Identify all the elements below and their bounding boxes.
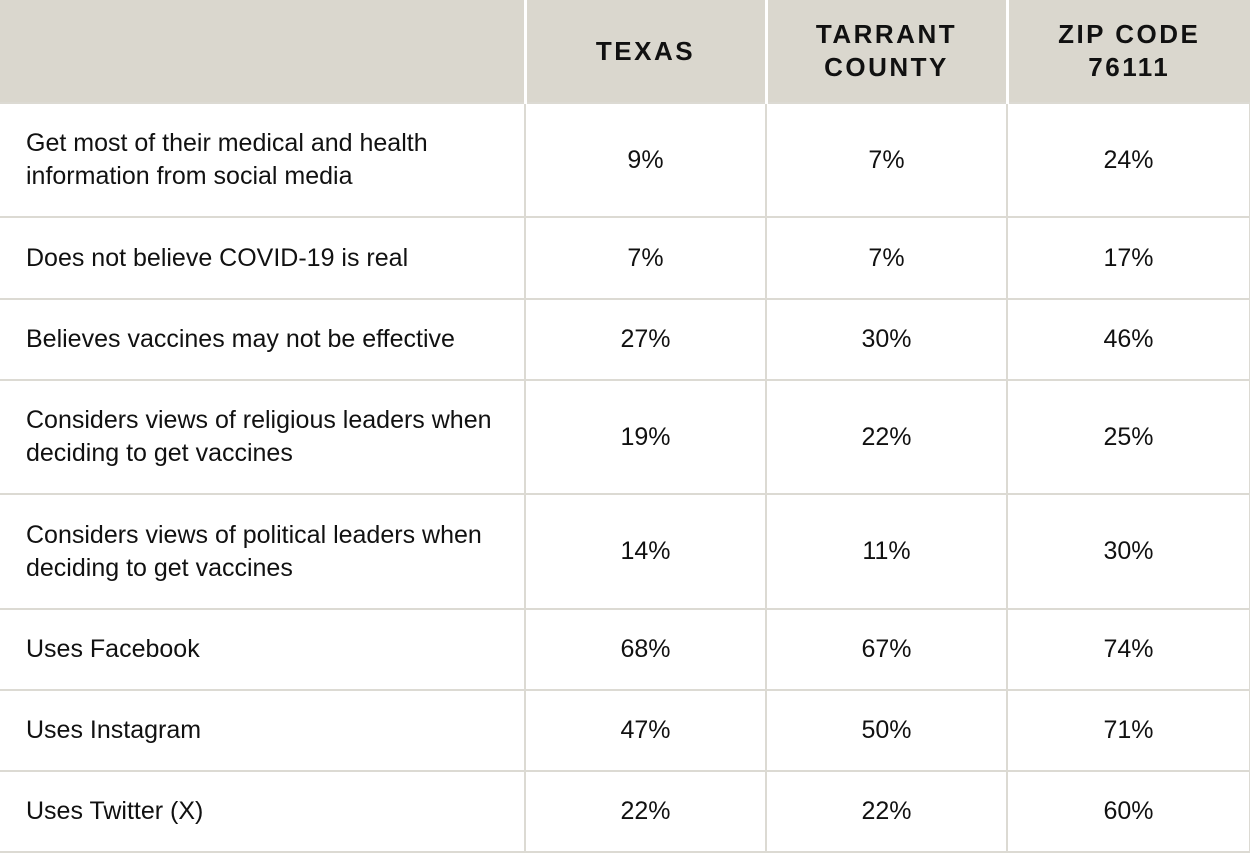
row-label: Considers views of religious leaders whe… [0, 379, 526, 495]
header-cell-texas: TEXAS [523, 0, 768, 103]
cell-tarrant-county: 11% [765, 493, 1008, 610]
row-label: Get most of their medical and health inf… [0, 102, 526, 218]
table-row: Believes vaccines may not be effective 2… [0, 298, 1250, 381]
row-label: Believes vaccines may not be effective [0, 298, 526, 381]
cell-texas: 19% [524, 379, 767, 495]
cell-texas: 14% [524, 493, 767, 610]
row-label: Considers views of political leaders whe… [0, 493, 526, 610]
cell-zip-code: 74% [1006, 608, 1250, 691]
row-label: Uses Instagram [0, 689, 526, 772]
cell-texas: 7% [524, 216, 767, 300]
cell-texas: 9% [524, 102, 767, 218]
cell-texas: 68% [524, 608, 767, 691]
row-label: Uses Twitter (X) [0, 770, 526, 853]
header-row: TEXAS TARRANT COUNTY ZIP CODE 76111 [0, 0, 1250, 103]
cell-tarrant-county: 67% [765, 608, 1008, 691]
table-header: TEXAS TARRANT COUNTY ZIP CODE 76111 [0, 0, 1250, 103]
header-cell-empty [0, 0, 527, 103]
cell-tarrant-county: 50% [765, 689, 1008, 772]
cell-zip-code: 46% [1006, 298, 1250, 381]
cell-zip-code: 71% [1006, 689, 1250, 772]
table-row: Uses Twitter (X) 22% 22% 60% [0, 770, 1250, 853]
cell-zip-code: 60% [1006, 770, 1250, 853]
cell-texas: 27% [524, 298, 767, 381]
cell-tarrant-county: 30% [765, 298, 1008, 381]
header-cell-tarrant-county: TARRANT COUNTY [764, 0, 1009, 103]
cell-tarrant-county: 7% [765, 216, 1008, 300]
cell-texas: 47% [524, 689, 767, 772]
table-row: Get most of their medical and health inf… [0, 102, 1250, 218]
cell-zip-code: 30% [1006, 493, 1250, 610]
cell-zip-code: 17% [1006, 216, 1250, 300]
table-row: Does not believe COVID-19 is real 7% 7% … [0, 216, 1250, 300]
row-label: Does not believe COVID-19 is real [0, 216, 526, 300]
table-row: Considers views of political leaders whe… [0, 493, 1250, 610]
header-cell-zip-code: ZIP CODE 76111 [1005, 0, 1250, 103]
cell-tarrant-county: 22% [765, 770, 1008, 853]
cell-texas: 22% [524, 770, 767, 853]
cell-tarrant-county: 7% [765, 102, 1008, 218]
table-row: Uses Instagram 47% 50% 71% [0, 689, 1250, 772]
table-row: Considers views of religious leaders whe… [0, 379, 1250, 495]
table-row: Uses Facebook 68% 67% 74% [0, 608, 1250, 691]
row-label: Uses Facebook [0, 608, 526, 691]
cell-zip-code: 24% [1006, 102, 1250, 218]
table-body: Get most of their medical and health inf… [0, 102, 1250, 853]
cell-zip-code: 25% [1006, 379, 1250, 495]
cell-tarrant-county: 22% [765, 379, 1008, 495]
